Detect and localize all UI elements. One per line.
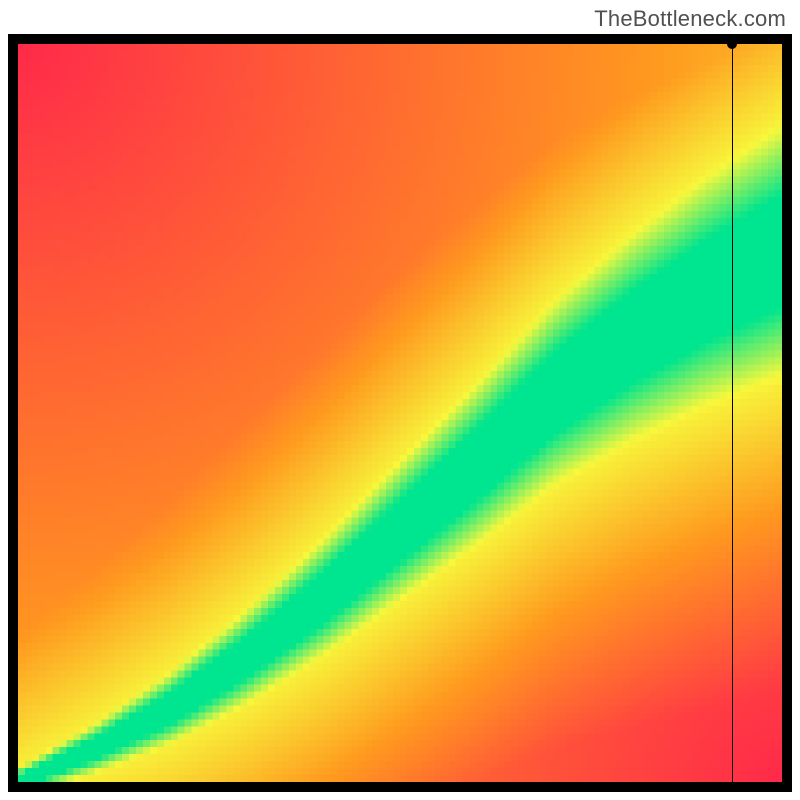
marker-dot bbox=[727, 39, 737, 49]
bottleneck-heatmap bbox=[18, 44, 782, 782]
vertical-marker-line bbox=[732, 44, 733, 782]
plot-frame bbox=[8, 34, 792, 792]
watermark-text: TheBottleneck.com bbox=[594, 6, 786, 32]
